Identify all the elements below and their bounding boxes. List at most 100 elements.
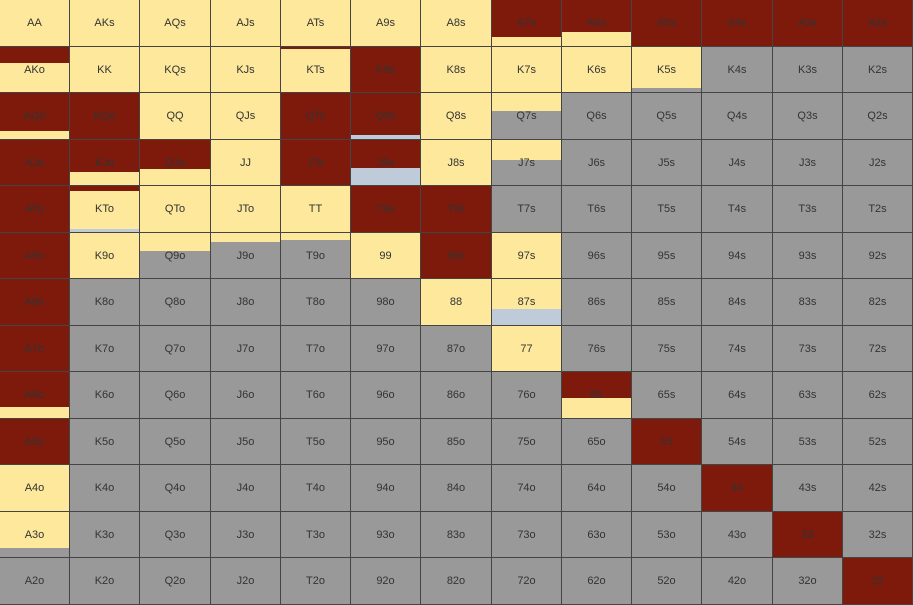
hand-cell-k7s[interactable]: K7s	[492, 47, 561, 92]
hand-cell-j4s[interactable]: J4s	[702, 140, 772, 185]
hand-cell-a2s[interactable]: A2s	[843, 0, 912, 46]
hand-cell-kts[interactable]: KTs	[281, 47, 350, 92]
hand-cell-85o[interactable]: 85o	[421, 419, 491, 464]
hand-cell-kjo[interactable]: KJo	[70, 140, 139, 185]
hand-cell-j3o[interactable]: J3o	[211, 512, 280, 557]
hand-cell-32s[interactable]: 32s	[843, 512, 912, 557]
hand-cell-t6s[interactable]: T6s	[562, 186, 631, 232]
hand-cell-63o[interactable]: 63o	[562, 512, 631, 557]
hand-cell-k3o[interactable]: K3o	[70, 512, 139, 557]
hand-cell-53s[interactable]: 53s	[773, 419, 842, 464]
hand-cell-64o[interactable]: 64o	[562, 465, 631, 511]
hand-cell-a5o[interactable]: A5o	[0, 419, 69, 464]
hand-cell-95o[interactable]: 95o	[351, 419, 420, 464]
hand-cell-76o[interactable]: 76o	[492, 372, 561, 418]
hand-cell-a7o[interactable]: A7o	[0, 326, 69, 371]
hand-cell-96s[interactable]: 96s	[562, 233, 631, 278]
hand-cell-98o[interactable]: 98o	[351, 279, 420, 325]
hand-cell-t3s[interactable]: T3s	[773, 186, 842, 232]
hand-cell-k9s[interactable]: K9s	[351, 47, 420, 92]
hand-cell-q9s[interactable]: Q9s	[351, 93, 420, 139]
hand-cell-t6o[interactable]: T6o	[281, 372, 350, 418]
hand-cell-j4o[interactable]: J4o	[211, 465, 280, 511]
hand-cell-q7s[interactable]: Q7s	[492, 93, 561, 139]
hand-cell-75s[interactable]: 75s	[632, 326, 701, 371]
hand-cell-j5o[interactable]: J5o	[211, 419, 280, 464]
hand-cell-aks[interactable]: AKs	[70, 0, 139, 46]
hand-cell-42s[interactable]: 42s	[843, 465, 912, 511]
hand-cell-j9o[interactable]: J9o	[211, 233, 280, 278]
hand-cell-k5s[interactable]: K5s	[632, 47, 701, 92]
hand-cell-ajs[interactable]: AJs	[211, 0, 280, 46]
hand-cell-77[interactable]: 77	[492, 326, 561, 371]
hand-cell-62s[interactable]: 62s	[843, 372, 912, 418]
hand-cell-q2o[interactable]: Q2o	[140, 558, 210, 604]
hand-cell-q4o[interactable]: Q4o	[140, 465, 210, 511]
hand-cell-73o[interactable]: 73o	[492, 512, 561, 557]
hand-cell-83o[interactable]: 83o	[421, 512, 491, 557]
hand-cell-k7o[interactable]: K7o	[70, 326, 139, 371]
hand-cell-a8s[interactable]: A8s	[421, 0, 491, 46]
hand-cell-j8o[interactable]: J8o	[211, 279, 280, 325]
hand-cell-j5s[interactable]: J5s	[632, 140, 701, 185]
hand-cell-a2o[interactable]: A2o	[0, 558, 69, 604]
hand-cell-82s[interactable]: 82s	[843, 279, 912, 325]
hand-cell-k4o[interactable]: K4o	[70, 465, 139, 511]
hand-cell-j7o[interactable]: J7o	[211, 326, 280, 371]
hand-cell-kqo[interactable]: KQo	[70, 93, 139, 139]
hand-cell-64s[interactable]: 64s	[702, 372, 772, 418]
hand-cell-a6s[interactable]: A6s	[562, 0, 631, 46]
hand-cell-q2s[interactable]: Q2s	[843, 93, 912, 139]
hand-cell-a3o[interactable]: A3o	[0, 512, 69, 557]
hand-cell-t8o[interactable]: T8o	[281, 279, 350, 325]
hand-cell-q9o[interactable]: Q9o	[140, 233, 210, 278]
hand-cell-qjo[interactable]: QJo	[140, 140, 210, 185]
hand-cell-aa[interactable]: AA	[0, 0, 69, 46]
hand-cell-a6o[interactable]: A6o	[0, 372, 69, 418]
hand-cell-q5s[interactable]: Q5s	[632, 93, 701, 139]
hand-cell-j2o[interactable]: J2o	[211, 558, 280, 604]
hand-cell-ako[interactable]: AKo	[0, 47, 69, 92]
hand-cell-a4o[interactable]: A4o	[0, 465, 69, 511]
hand-cell-q8s[interactable]: Q8s	[421, 93, 491, 139]
hand-cell-96o[interactable]: 96o	[351, 372, 420, 418]
hand-cell-52o[interactable]: 52o	[632, 558, 701, 604]
hand-cell-98s[interactable]: 98s	[421, 233, 491, 278]
hand-cell-32o[interactable]: 32o	[773, 558, 842, 604]
hand-cell-q7o[interactable]: Q7o	[140, 326, 210, 371]
hand-cell-97o[interactable]: 97o	[351, 326, 420, 371]
hand-cell-94o[interactable]: 94o	[351, 465, 420, 511]
hand-cell-qjs[interactable]: QJs	[211, 93, 280, 139]
hand-cell-95s[interactable]: 95s	[632, 233, 701, 278]
hand-cell-t7o[interactable]: T7o	[281, 326, 350, 371]
hand-cell-83s[interactable]: 83s	[773, 279, 842, 325]
hand-cell-t4s[interactable]: T4s	[702, 186, 772, 232]
hand-cell-k3s[interactable]: K3s	[773, 47, 842, 92]
hand-cell-65o[interactable]: 65o	[562, 419, 631, 464]
hand-cell-a4s[interactable]: A4s	[702, 0, 772, 46]
hand-cell-t8s[interactable]: T8s	[421, 186, 491, 232]
hand-cell-a3s[interactable]: A3s	[773, 0, 842, 46]
hand-cell-92s[interactable]: 92s	[843, 233, 912, 278]
hand-cell-43s[interactable]: 43s	[773, 465, 842, 511]
hand-cell-j8s[interactable]: J8s	[421, 140, 491, 185]
hand-cell-86s[interactable]: 86s	[562, 279, 631, 325]
hand-cell-q6s[interactable]: Q6s	[562, 93, 631, 139]
hand-cell-84s[interactable]: 84s	[702, 279, 772, 325]
hand-cell-tt[interactable]: TT	[281, 186, 350, 232]
hand-cell-q3s[interactable]: Q3s	[773, 93, 842, 139]
hand-cell-54o[interactable]: 54o	[632, 465, 701, 511]
hand-cell-k8o[interactable]: K8o	[70, 279, 139, 325]
hand-cell-a5s[interactable]: A5s	[632, 0, 701, 46]
hand-cell-qto[interactable]: QTo	[140, 186, 210, 232]
hand-cell-33[interactable]: 33	[773, 512, 842, 557]
hand-cell-q4s[interactable]: Q4s	[702, 93, 772, 139]
hand-cell-53o[interactable]: 53o	[632, 512, 701, 557]
hand-cell-jts[interactable]: JTs	[281, 140, 350, 185]
hand-cell-44[interactable]: 44	[702, 465, 772, 511]
hand-cell-j6o[interactable]: J6o	[211, 372, 280, 418]
hand-cell-92o[interactable]: 92o	[351, 558, 420, 604]
hand-cell-42o[interactable]: 42o	[702, 558, 772, 604]
hand-cell-j6s[interactable]: J6s	[562, 140, 631, 185]
hand-cell-86o[interactable]: 86o	[421, 372, 491, 418]
